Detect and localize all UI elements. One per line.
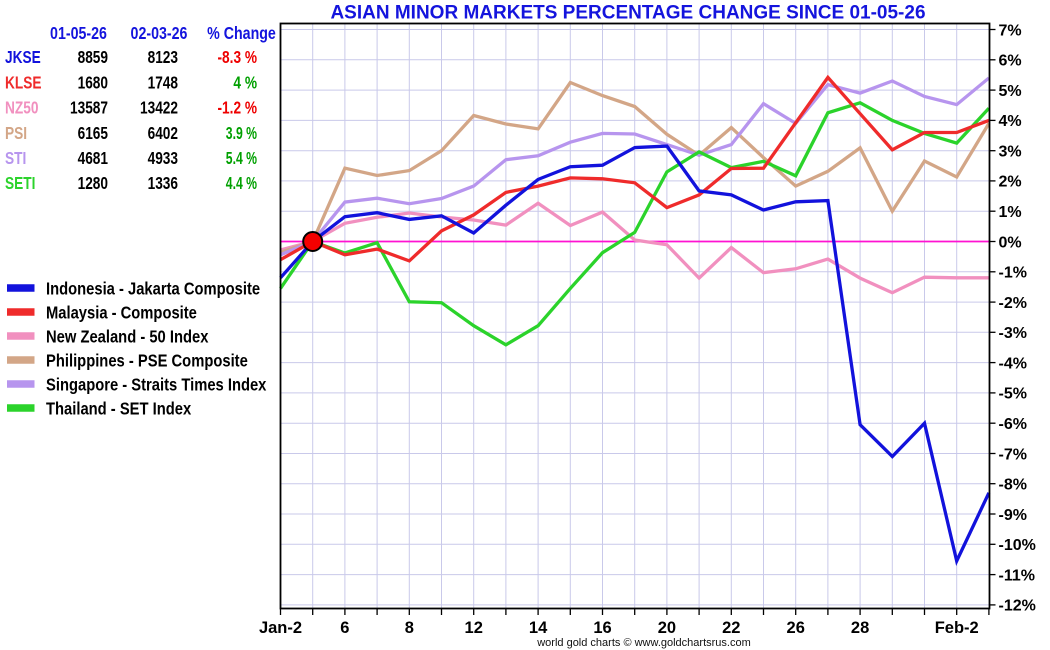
svg-text:5%: 5% bbox=[999, 83, 1022, 100]
svg-text:16: 16 bbox=[593, 619, 611, 637]
svg-text:Malaysia - Composite: Malaysia - Composite bbox=[46, 302, 197, 322]
svg-text:KLSE: KLSE bbox=[5, 72, 42, 92]
svg-text:-12%: -12% bbox=[999, 598, 1036, 615]
svg-text:-10%: -10% bbox=[999, 537, 1036, 554]
svg-text:-9%: -9% bbox=[999, 507, 1027, 524]
svg-text:8123: 8123 bbox=[148, 47, 179, 67]
svg-text:6402: 6402 bbox=[148, 123, 179, 143]
svg-text:7%: 7% bbox=[999, 22, 1022, 39]
svg-text:4%: 4% bbox=[999, 113, 1022, 130]
svg-text:NZ50: NZ50 bbox=[5, 98, 39, 118]
svg-text:3%: 3% bbox=[999, 144, 1022, 161]
svg-text:2%: 2% bbox=[999, 174, 1022, 191]
svg-text:-4%: -4% bbox=[999, 355, 1027, 372]
svg-text:Indonesia - Jakarta Composite: Indonesia - Jakarta Composite bbox=[46, 278, 260, 298]
svg-text:02-03-26: 02-03-26 bbox=[131, 23, 188, 43]
svg-text:-11%: -11% bbox=[999, 567, 1035, 584]
svg-text:New Zealand - 50 Index: New Zealand - 50 Index bbox=[46, 326, 209, 346]
svg-text:4933: 4933 bbox=[148, 148, 179, 168]
svg-text:PSI: PSI bbox=[5, 123, 27, 143]
svg-text:5.4 %: 5.4 % bbox=[226, 148, 258, 168]
svg-text:-3%: -3% bbox=[999, 325, 1027, 342]
svg-text:3.9 %: 3.9 % bbox=[226, 123, 258, 143]
svg-text:-8%: -8% bbox=[999, 477, 1027, 494]
svg-text:Thailand - SET Index: Thailand - SET Index bbox=[46, 398, 191, 418]
svg-text:1280: 1280 bbox=[78, 173, 109, 193]
svg-text:STI: STI bbox=[5, 148, 26, 168]
svg-text:22: 22 bbox=[722, 619, 740, 637]
svg-text:Feb-2: Feb-2 bbox=[935, 619, 979, 637]
svg-text:-8.3 %: -8.3 % bbox=[218, 47, 258, 67]
svg-text:13422: 13422 bbox=[140, 98, 178, 118]
svg-text:-5%: -5% bbox=[999, 386, 1027, 403]
svg-text:-1%: -1% bbox=[999, 265, 1027, 282]
svg-text:1748: 1748 bbox=[148, 72, 179, 92]
svg-text:world gold charts © www.goldch: world gold charts © www.goldchartsrus.co… bbox=[536, 637, 751, 649]
svg-text:6%: 6% bbox=[999, 53, 1022, 70]
svg-text:Philippines - PSE Composite: Philippines - PSE Composite bbox=[46, 350, 248, 370]
svg-text:Jan-2: Jan-2 bbox=[259, 619, 302, 637]
svg-text:26: 26 bbox=[787, 619, 805, 637]
svg-text:0%: 0% bbox=[999, 234, 1022, 251]
svg-text:-1.2 %: -1.2 % bbox=[218, 98, 258, 118]
svg-text:1%: 1% bbox=[999, 204, 1022, 221]
svg-text:01-05-26: 01-05-26 bbox=[50, 23, 107, 43]
svg-text:14: 14 bbox=[529, 619, 548, 637]
svg-text:Singapore - Straits Times Inde: Singapore - Straits Times Index bbox=[46, 374, 267, 394]
svg-text:ASIAN MINOR MARKETS PERCENTAGE: ASIAN MINOR MARKETS PERCENTAGE CHANGE SI… bbox=[330, 3, 925, 24]
svg-text:13587: 13587 bbox=[70, 98, 108, 118]
svg-text:1680: 1680 bbox=[78, 72, 109, 92]
svg-text:6: 6 bbox=[340, 619, 349, 637]
svg-text:% Change: % Change bbox=[207, 23, 276, 43]
svg-text:-6%: -6% bbox=[999, 416, 1027, 433]
svg-text:8: 8 bbox=[405, 619, 414, 637]
svg-text:4 %: 4 % bbox=[233, 72, 257, 92]
svg-text:20: 20 bbox=[658, 619, 676, 637]
svg-text:1336: 1336 bbox=[148, 173, 179, 193]
svg-text:JKSE: JKSE bbox=[5, 47, 41, 67]
svg-text:4.4 %: 4.4 % bbox=[226, 173, 258, 193]
svg-text:-2%: -2% bbox=[999, 295, 1027, 312]
svg-text:4681: 4681 bbox=[78, 148, 109, 168]
svg-text:12: 12 bbox=[465, 619, 483, 637]
svg-text:8859: 8859 bbox=[78, 47, 109, 67]
svg-text:28: 28 bbox=[851, 619, 869, 637]
svg-text:6165: 6165 bbox=[78, 123, 109, 143]
svg-text:-7%: -7% bbox=[999, 446, 1027, 463]
svg-text:SETI: SETI bbox=[5, 173, 35, 193]
